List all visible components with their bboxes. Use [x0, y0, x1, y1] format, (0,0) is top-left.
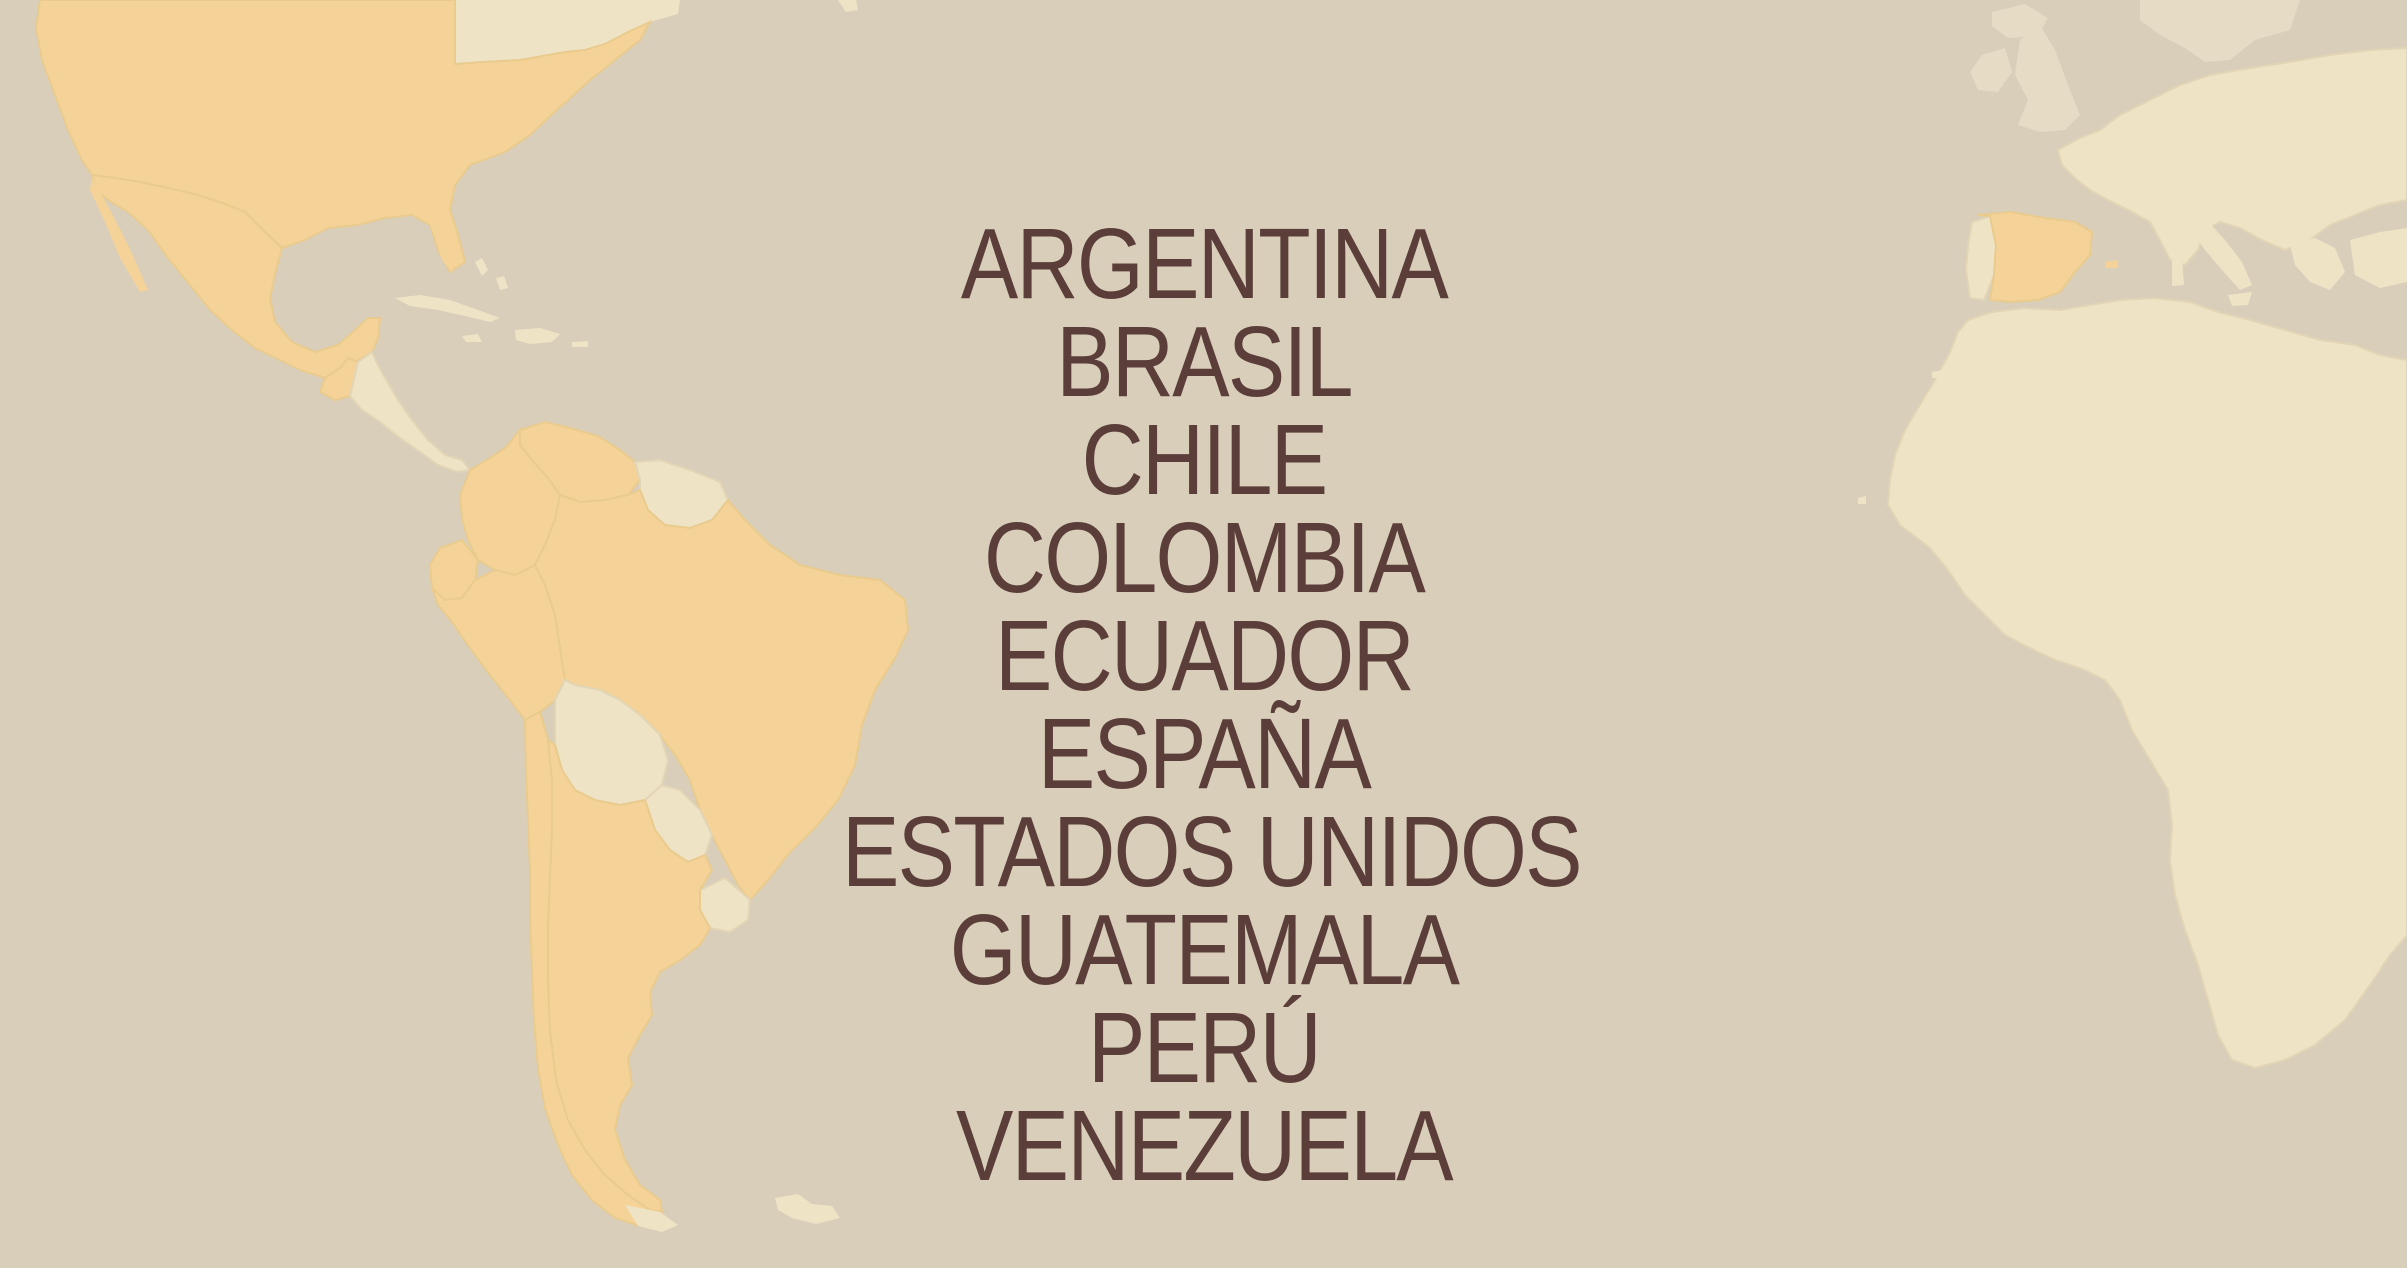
country-label-argentina: ARGENTINA: [960, 208, 1449, 320]
country-label-guatemala: GUATEMALA: [949, 894, 1460, 1006]
argentina: [546, 737, 714, 1214]
country-label-ecuador: ECUADOR: [994, 600, 1415, 712]
florida: [430, 225, 458, 272]
country-label-espana: ESPAÑA: [1037, 698, 1372, 810]
turkey-fragment: [2350, 228, 2407, 288]
country-label-estados-unidos: ESTADOS UNIDOS: [841, 796, 1583, 908]
bahamas: [475, 258, 508, 290]
balearic-islands: [2105, 260, 2118, 268]
mexico: [90, 173, 382, 380]
spain: [1977, 210, 2094, 304]
central-america: [348, 350, 472, 474]
italy: [2185, 205, 2252, 290]
country-label-chile: CHILE: [1081, 404, 1328, 516]
cape-verde: [1858, 496, 1866, 504]
scandinavia: [2140, 0, 2300, 62]
country-label-venezuela: VENEZUELA: [956, 1090, 1454, 1202]
puerto-rico: [572, 341, 588, 347]
cuba: [395, 295, 500, 322]
jamaica: [462, 334, 482, 342]
country-list: ARGENTINA BRASIL CHILE COLOMBIA ECUADOR …: [783, 208, 1625, 1202]
africa: [1886, 296, 2407, 1070]
hispaniola: [515, 328, 560, 344]
canary-islands: [1932, 366, 1958, 378]
greenland-fragment: [838, 0, 858, 12]
country-label-peru: PERÚ: [1087, 992, 1322, 1104]
greece-balkans: [2290, 238, 2345, 290]
ireland: [1970, 48, 2012, 92]
country-label-colombia: COLOMBIA: [983, 502, 1426, 614]
sicily-sardinia: [2172, 258, 2252, 306]
baja-california: [90, 178, 148, 292]
great-britain: [2015, 25, 2080, 132]
falkland-islands: [775, 1194, 840, 1224]
canada-land: [440, 0, 680, 64]
tierra-del-fuego: [625, 1205, 678, 1232]
country-label-brasil: BRASIL: [1056, 306, 1353, 418]
